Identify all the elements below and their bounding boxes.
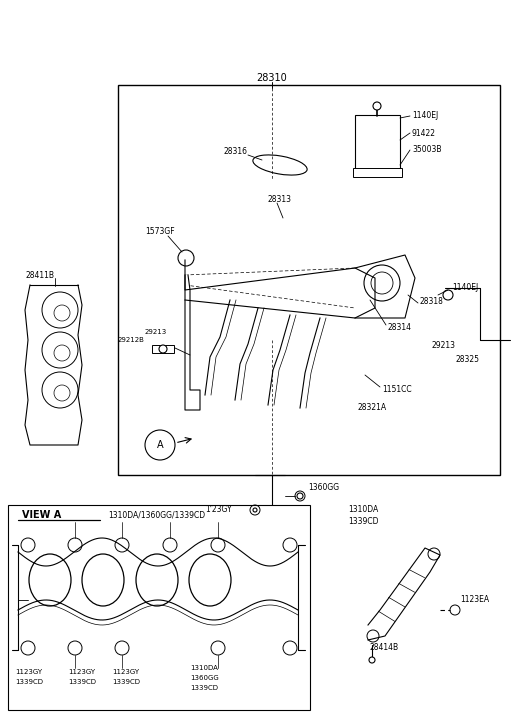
Circle shape [159,345,167,353]
Text: 28318: 28318 [420,297,444,307]
Text: 1151CC: 1151CC [382,385,412,395]
Bar [355,115,400,173]
Text: 29213: 29213 [432,340,456,350]
Polygon shape [185,260,375,318]
Text: 29213: 29213 [145,329,167,335]
Text: 28325: 28325 [455,356,479,364]
Text: 1339CD: 1339CD [348,518,379,526]
Text: 1123GY: 1123GY [15,669,42,675]
Text: 35003B: 35003B [412,145,441,155]
Text: VIEW A: VIEW A [22,510,61,520]
Text: 1310DA/1360GG/1339CD: 1310DA/1360GG/1339CD [108,510,205,520]
Text: 29212B: 29212B [118,337,145,343]
Text: 1360GG: 1360GG [190,675,219,681]
Text: 1339CD: 1339CD [15,679,43,685]
Text: 28313: 28313 [268,196,292,204]
Circle shape [373,102,381,110]
Bar [8,505,310,710]
Text: 1360GG: 1360GG [308,483,339,492]
Bar [118,85,500,475]
Text: 28321A: 28321A [358,403,387,412]
Text: 1123EA: 1123EA [460,595,489,604]
Text: 28316: 28316 [223,148,247,156]
Text: 1123GY: 1123GY [68,669,95,675]
Bar [152,345,174,353]
Text: 1339CD: 1339CD [68,679,96,685]
Circle shape [297,493,303,499]
Text: 1'23GY: 1'23GY [205,505,232,515]
Polygon shape [355,255,415,318]
Polygon shape [185,275,200,410]
Text: 1573GF: 1573GF [145,228,175,236]
Text: 1310DA: 1310DA [348,505,378,515]
Text: 28414B: 28414B [370,643,399,653]
Text: 1123GY: 1123GY [112,669,139,675]
Text: 1339CD: 1339CD [190,685,218,691]
Circle shape [253,508,257,512]
Bar [353,168,402,177]
Polygon shape [368,548,440,640]
Text: 28411B: 28411B [25,270,54,279]
Text: 1140EJ: 1140EJ [452,284,478,292]
Text: 28310: 28310 [256,73,287,83]
Text: 1339CD: 1339CD [112,679,140,685]
Circle shape [369,657,375,663]
Text: 91422: 91422 [412,129,436,137]
Text: 1310DA: 1310DA [190,665,218,671]
Text: 1140EJ: 1140EJ [412,111,438,121]
Text: 28314: 28314 [388,324,412,332]
Text: A: A [157,440,164,450]
